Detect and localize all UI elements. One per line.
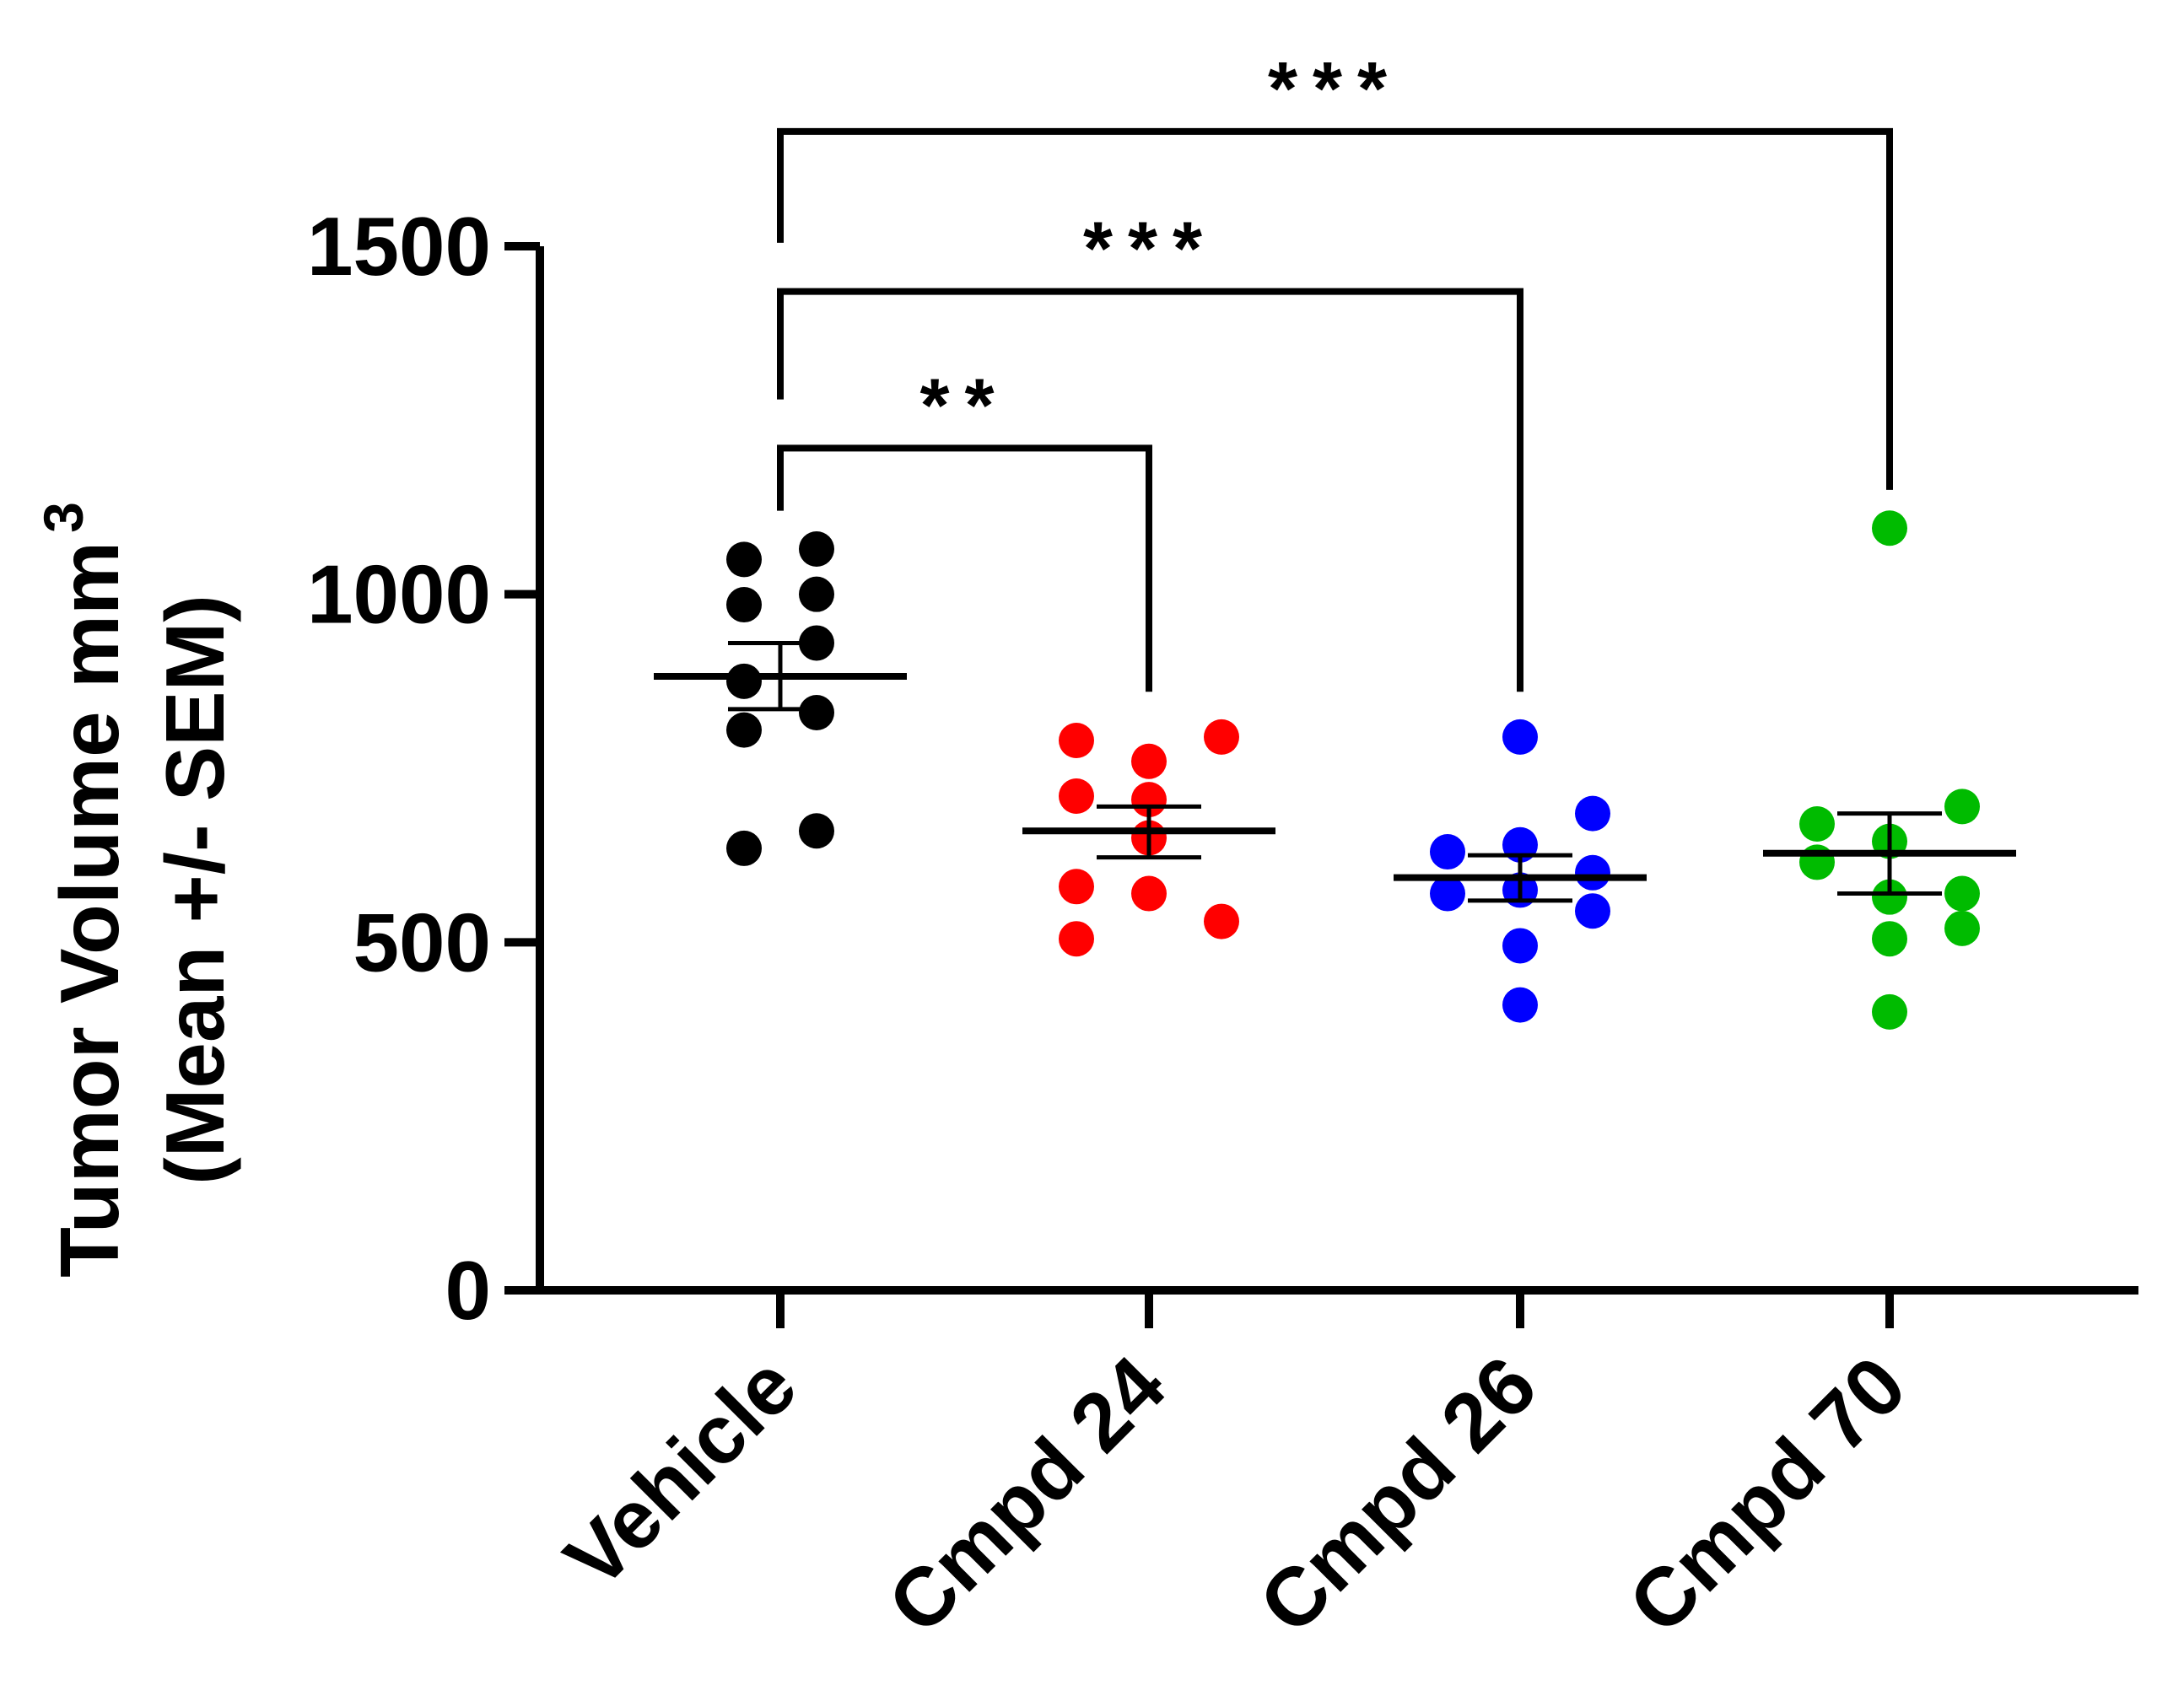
data-point xyxy=(1872,993,1907,1030)
data-point xyxy=(1944,875,1980,912)
data-point xyxy=(1059,778,1094,815)
mean-sem-bars xyxy=(654,640,2016,903)
data-point xyxy=(1944,910,1980,946)
significance-bracket xyxy=(777,288,1523,692)
x-category-label: Vehicle xyxy=(547,1338,814,1606)
data-point xyxy=(1872,921,1907,957)
data-point xyxy=(726,830,762,866)
data-point xyxy=(799,531,834,568)
data-point xyxy=(1131,743,1167,779)
x-category-label: Cmpd 24 xyxy=(870,1338,1182,1650)
significance-label: ** xyxy=(919,363,1009,448)
y-axis-label-line1: Tumor Volume mm3 xyxy=(32,502,136,1278)
data-point xyxy=(1059,722,1094,758)
significance-brackets: ******** xyxy=(777,47,1893,692)
data-point xyxy=(1502,987,1538,1023)
data-point xyxy=(1430,834,1465,870)
data-point xyxy=(726,587,762,623)
data-point xyxy=(1799,806,1835,842)
data-point xyxy=(1059,869,1094,905)
data-point xyxy=(1575,795,1610,832)
y-tick-label: 1000 xyxy=(307,548,491,641)
data-point xyxy=(1575,893,1610,929)
y-axis-label-line2: (Mean +/- SEM) xyxy=(148,595,241,1185)
data-point xyxy=(1872,510,1907,546)
y-axis-label-superscript: 3 xyxy=(32,502,94,533)
data-point xyxy=(1502,928,1538,964)
significance-label: *** xyxy=(1083,207,1217,292)
data-point xyxy=(799,576,834,612)
y-tick-label: 0 xyxy=(445,1244,491,1337)
data-point xyxy=(1944,789,1980,825)
data-point xyxy=(799,813,834,849)
y-tick-label: 1500 xyxy=(307,200,491,293)
data-point xyxy=(1059,921,1094,957)
significance-label: *** xyxy=(1268,47,1402,132)
data-point xyxy=(726,663,762,699)
data-point xyxy=(1131,875,1167,912)
x-category-label: Cmpd 26 xyxy=(1241,1338,1553,1650)
data-point xyxy=(1204,903,1239,939)
data-point xyxy=(726,541,762,578)
data-point xyxy=(1204,719,1239,755)
data-point xyxy=(1575,854,1610,891)
y-tick-label: 500 xyxy=(353,896,491,988)
significance-bracket xyxy=(777,444,1152,692)
x-category-label: Cmpd 70 xyxy=(1610,1338,1922,1650)
data-point xyxy=(1872,879,1907,915)
data-point xyxy=(1502,719,1538,755)
significance-bracket xyxy=(777,127,1893,490)
data-points xyxy=(726,510,1980,1030)
data-point xyxy=(726,712,762,748)
data-point xyxy=(799,694,834,730)
data-point xyxy=(1430,875,1465,912)
y-axis-label: Tumor Volume mm3 (Mean +/- SEM) xyxy=(32,502,241,1278)
